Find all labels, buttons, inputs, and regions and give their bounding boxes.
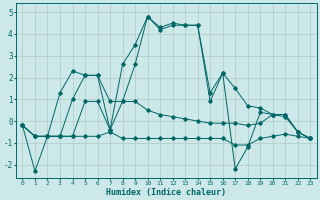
X-axis label: Humidex (Indice chaleur): Humidex (Indice chaleur)	[106, 188, 226, 197]
